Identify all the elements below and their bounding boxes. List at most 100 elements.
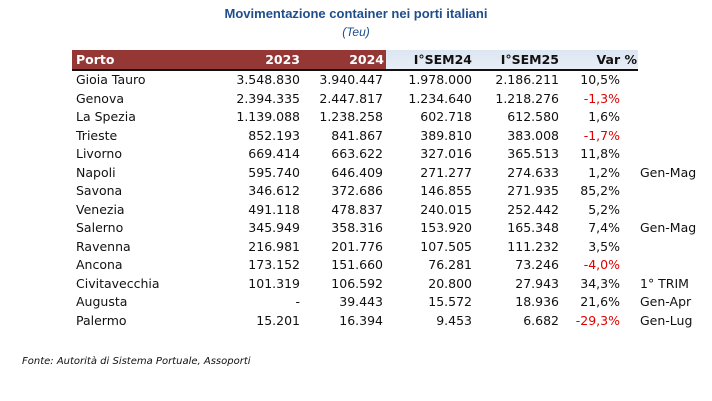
cell-sem25: 271.935 [507, 183, 559, 198]
cell-sem24: 153.920 [420, 220, 472, 235]
cell-2023: 3.548.830 [236, 72, 300, 87]
table-subtitle: (Teu) [342, 25, 370, 39]
header-sem25: I°SEM25 [500, 52, 559, 67]
cell-var: -29,3% [575, 312, 620, 328]
cell-note: Gen-Lug [640, 312, 693, 328]
cell-2024: 372.686 [331, 183, 383, 198]
cell-porto: Napoli [76, 164, 116, 180]
cell-2023: 595.740 [248, 164, 300, 180]
cell-2024: 39.443 [339, 294, 383, 309]
cell-sem25: 73.246 [515, 257, 559, 272]
cell-sem24: 20.800 [428, 275, 472, 291]
header-sem24: I°SEM24 [413, 52, 472, 67]
cell-porto: Augusta [76, 294, 128, 309]
cell-sem24: 389.810 [420, 127, 472, 143]
cell-sem25: 252.442 [507, 201, 559, 217]
cell-2024: 663.622 [331, 146, 383, 161]
cell-var: -1,7% [583, 127, 620, 143]
cell-2023: 345.949 [248, 220, 300, 235]
cell-2023: 15.201 [256, 312, 300, 328]
cell-var: 11,8% [580, 146, 620, 161]
cell-porto: Venezia [76, 201, 125, 217]
cell-var: 85,2% [580, 183, 620, 198]
cell-sem25: 18.936 [515, 294, 559, 309]
cell-sem24: 9.453 [436, 312, 472, 328]
header-band-annual [72, 50, 386, 69]
cell-porto: Livorno [76, 146, 122, 161]
cell-2024: 1.238.258 [319, 109, 383, 124]
cell-sem24: 327.016 [420, 146, 472, 161]
cell-sem25: 2.186.211 [495, 72, 559, 87]
cell-2024: 201.776 [331, 238, 383, 254]
cell-2023: 852.193 [248, 127, 300, 143]
cell-sem24: 271.277 [420, 164, 472, 180]
cell-2024: 478.837 [331, 201, 383, 217]
cell-2024: 16.394 [339, 312, 383, 328]
cell-sem25: 612.580 [507, 109, 559, 124]
cell-porto: Savona [76, 183, 123, 198]
cell-2024: 646.409 [331, 164, 383, 180]
cell-sem25: 27.943 [515, 275, 559, 291]
cell-var: -1,3% [583, 90, 620, 106]
header-2023: 2023 [265, 52, 300, 67]
cell-porto: Trieste [76, 127, 118, 143]
source-note: Fonte: Autorità di Sistema Portuale, Ass… [22, 356, 251, 367]
header-porto: Porto [76, 52, 115, 67]
cell-sem25: 383.008 [507, 127, 559, 143]
header-band-semester [386, 50, 638, 69]
cell-2023: - [295, 294, 300, 309]
cell-porto: Salerno [76, 220, 124, 235]
cell-sem25: 111.232 [507, 238, 559, 254]
cell-porto: Gioia Tauro [76, 72, 146, 87]
cell-porto: La Spezia [76, 109, 136, 124]
cell-note: 1° TRIM [640, 275, 689, 291]
cell-2023: 173.152 [248, 257, 300, 272]
cell-var: 34,3% [580, 275, 620, 291]
cell-sem24: 1.978.000 [408, 72, 472, 87]
cell-2023: 346.612 [248, 183, 300, 198]
cell-2023: 216.981 [248, 238, 300, 254]
cell-var: 1,6% [588, 109, 620, 124]
cell-note: Gen-Mag [640, 220, 697, 235]
cell-sem24: 76.281 [428, 257, 472, 272]
cell-sem24: 1.234.640 [408, 90, 472, 106]
cell-sem24: 602.718 [420, 109, 472, 124]
cell-2024: 151.660 [331, 257, 383, 272]
cell-2024: 841.867 [331, 127, 383, 143]
header-divider [72, 69, 638, 71]
cell-sem25: 165.348 [507, 220, 559, 235]
cell-var: 5,2% [588, 201, 620, 217]
cell-2023: 669.414 [248, 146, 300, 161]
cell-sem24: 15.572 [428, 294, 472, 309]
cell-note: Gen-Mag [640, 164, 697, 180]
cell-2023: 1.139.088 [236, 109, 300, 124]
cell-sem24: 146.855 [420, 183, 472, 198]
cell-var: 3,5% [588, 238, 620, 254]
header-2024: 2024 [349, 52, 384, 67]
cell-2024: 358.316 [331, 220, 383, 235]
cell-sem24: 240.015 [420, 201, 472, 217]
cell-2024: 3.940.447 [319, 72, 383, 87]
cell-2023: 491.118 [248, 201, 300, 217]
cell-2023: 101.319 [248, 275, 300, 291]
cell-note: Gen-Apr [640, 294, 692, 309]
cell-porto: Ancona [76, 257, 123, 272]
cell-porto: Ravenna [76, 238, 131, 254]
cell-sem24: 107.505 [420, 238, 472, 254]
cell-porto: Civitavecchia [76, 275, 160, 291]
cell-2023: 2.394.335 [236, 90, 300, 106]
cell-2024: 2.447.817 [319, 90, 383, 106]
cell-var: 7,4% [588, 220, 620, 235]
cell-var: 10,5% [580, 72, 620, 87]
cell-porto: Palermo [76, 312, 127, 328]
cell-sem25: 274.633 [507, 164, 559, 180]
header-var: Var % [596, 52, 637, 67]
cell-2024: 106.592 [331, 275, 383, 291]
cell-sem25: 365.513 [507, 146, 559, 161]
cell-porto: Genova [76, 90, 125, 106]
cell-var: 1,2% [588, 164, 620, 180]
cell-var: -4,0% [583, 257, 620, 272]
table-title: Movimentazione container nei porti itali… [224, 6, 488, 21]
cell-sem25: 1.218.276 [495, 90, 559, 106]
cell-sem25: 6.682 [523, 312, 559, 328]
